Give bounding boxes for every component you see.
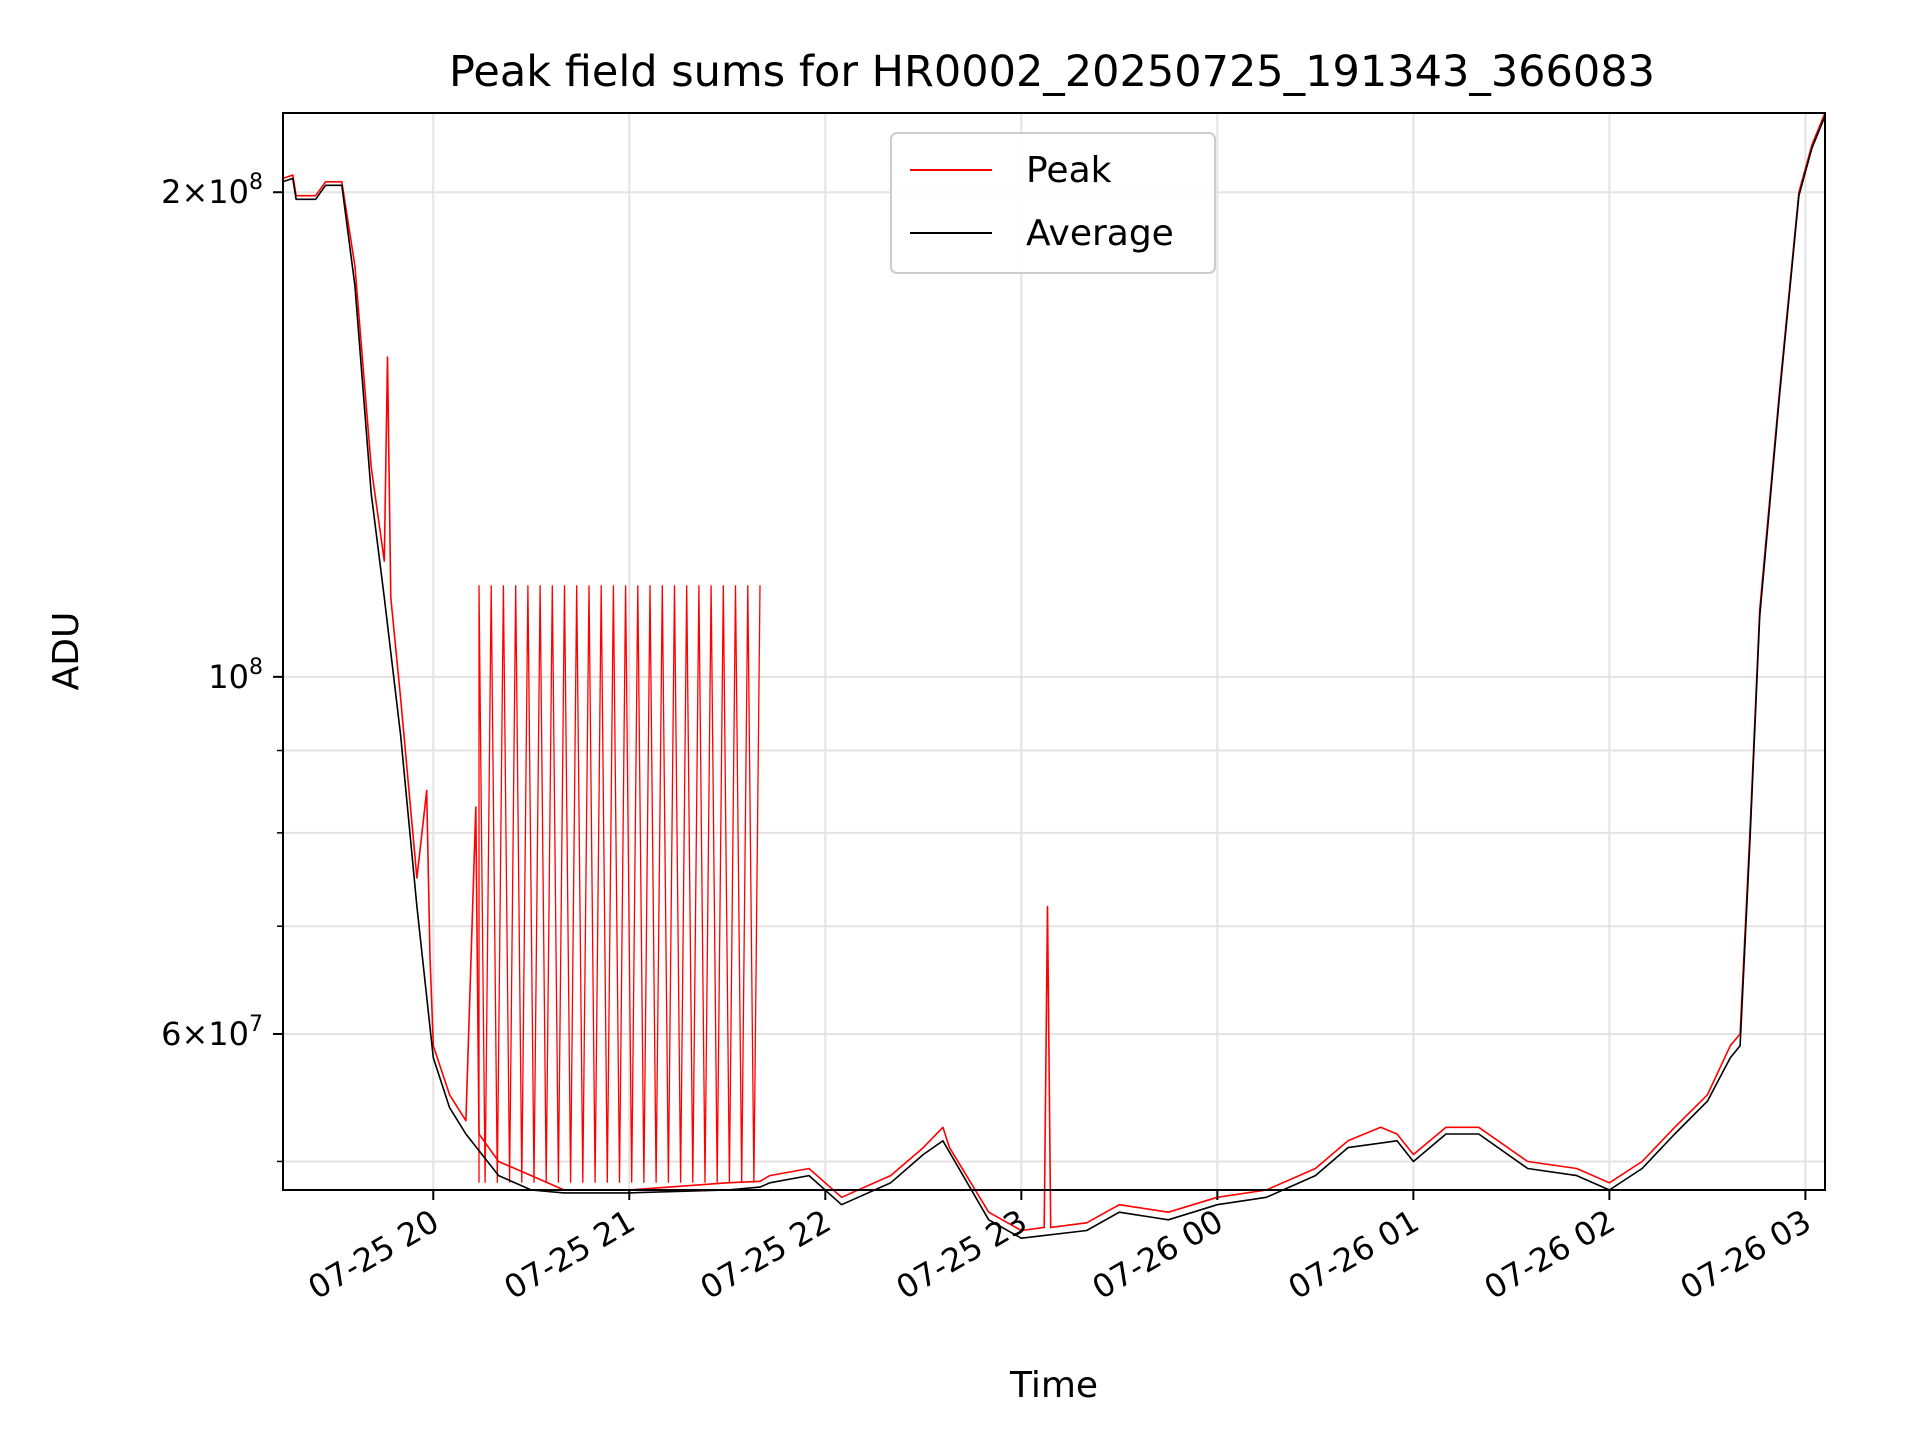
plot-series xyxy=(282,112,1826,1239)
series-line-peak xyxy=(282,112,1826,1232)
legend-label-peak: Peak xyxy=(1026,150,1112,191)
legend-label-average: Average xyxy=(1026,213,1174,254)
grid xyxy=(283,113,1825,1190)
series-line-average xyxy=(282,115,1826,1239)
series-spikes-peak xyxy=(478,585,761,1183)
legend-box xyxy=(890,132,1216,274)
y-axis-label: ADU xyxy=(46,612,87,691)
x-axis-label: Time xyxy=(1009,1365,1098,1406)
y-tick-label: 2×108 xyxy=(161,170,263,211)
legend: Peak Average xyxy=(890,132,1216,274)
chart-title: Peak field sums for HR0002_20250725_1913… xyxy=(449,47,1655,97)
plot-area-frame xyxy=(282,112,1826,1191)
y-tick-label: 6×107 xyxy=(161,1012,263,1053)
